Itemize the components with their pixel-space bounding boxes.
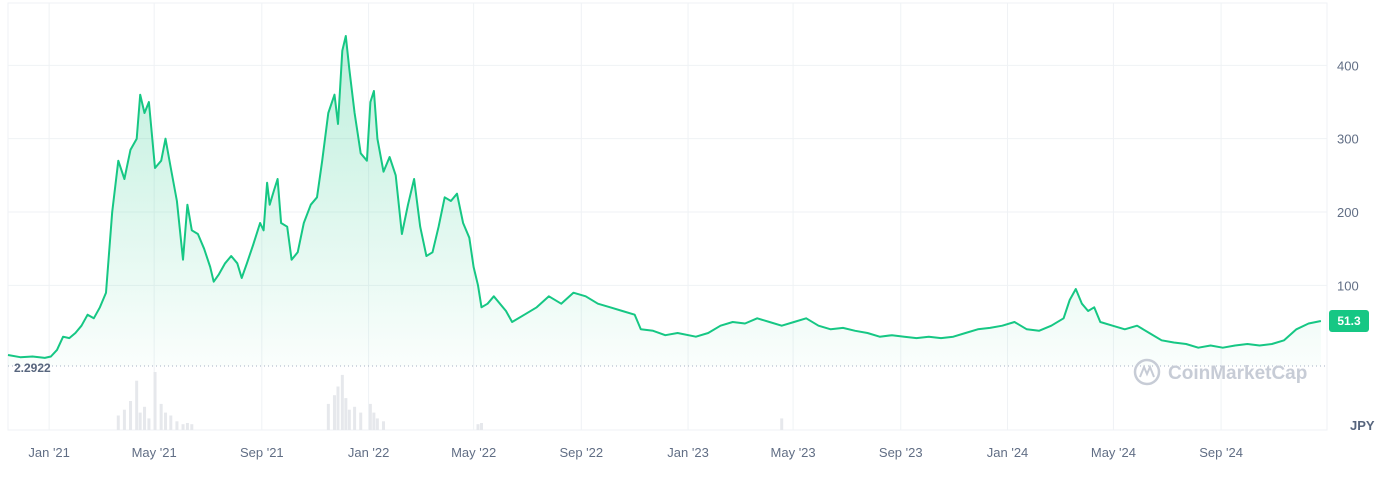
x-tick-label: Sep '23	[879, 445, 923, 460]
y-tick-label: 400	[1337, 58, 1359, 73]
price-line	[7, 35, 1322, 359]
volume-bar	[190, 424, 194, 430]
baseline-label: 2.2922	[14, 361, 51, 375]
x-tick-label: Sep '24	[1199, 445, 1243, 460]
y-tick-label: 200	[1337, 205, 1359, 220]
x-tick-label: Jan '23	[667, 445, 709, 460]
baseline: 2.2922	[8, 361, 1327, 375]
x-tick-label: May '21	[132, 445, 177, 460]
plot-frame	[7, 2, 1328, 431]
volume-bar	[159, 403, 163, 430]
volume-bar	[122, 409, 126, 430]
x-tick-label: Sep '21	[240, 445, 284, 460]
volume-bar	[359, 412, 363, 430]
volume-bar	[344, 398, 348, 430]
y-tick-label: 100	[1337, 278, 1359, 293]
volume-bar	[169, 415, 173, 430]
volume-bar	[480, 423, 484, 430]
price-area	[7, 35, 1322, 366]
volume-bar	[326, 403, 330, 430]
volume-bar	[780, 418, 784, 430]
x-tick-label: Sep '22	[559, 445, 603, 460]
x-tick-label: Jan '21	[28, 445, 70, 460]
coinmarketcap-logo-icon	[1133, 358, 1161, 386]
x-axis: Jan '21 May '21 Sep '21 Jan '22 May '22 Sep '…	[28, 445, 1243, 460]
x-tick-label: May '23	[771, 445, 816, 460]
volume-bar	[181, 424, 185, 430]
volume-bar	[340, 374, 344, 430]
volume-bar	[353, 406, 357, 430]
x-tick-label: May '24	[1091, 445, 1136, 460]
coinmarketcap-logo-mark-icon	[1139, 364, 1155, 378]
volume-bars	[116, 372, 784, 430]
volume-bar	[368, 403, 372, 430]
volume-bar	[153, 372, 157, 430]
last-price-badge-bg	[1329, 310, 1369, 333]
volume-bar	[372, 412, 376, 430]
volume-bar	[129, 401, 133, 430]
watermark: CoinMarketCap	[1133, 358, 1307, 386]
x-tick-label: Jan '22	[348, 445, 390, 460]
volume-bar	[347, 409, 351, 430]
volume-bar	[164, 412, 168, 430]
volume-bar	[175, 421, 179, 430]
volume-bar	[375, 418, 379, 430]
volume-bar	[336, 386, 340, 430]
volume-bar	[147, 418, 151, 430]
y-tick-label: 300	[1337, 132, 1359, 147]
watermark-text: CoinMarketCap	[1168, 363, 1307, 384]
volume-bar	[135, 380, 139, 430]
volume-bar	[138, 412, 142, 430]
last-price-label: 51.3	[1337, 314, 1361, 328]
volume-bar	[116, 415, 120, 430]
volume-bar	[332, 395, 336, 430]
volume-bar	[476, 424, 480, 430]
volume-bar	[143, 406, 147, 430]
y-axis: 100 200 300 400	[1337, 58, 1359, 293]
price-area-fill	[8, 36, 1321, 366]
x-tick-label: Jan '24	[987, 445, 1029, 460]
last-price-badge: 51.3	[1329, 310, 1369, 333]
volume-bar	[185, 423, 189, 430]
volume-bar	[381, 421, 385, 430]
currency-label: JPY	[1350, 418, 1375, 433]
x-tick-label: May '22	[451, 445, 496, 460]
